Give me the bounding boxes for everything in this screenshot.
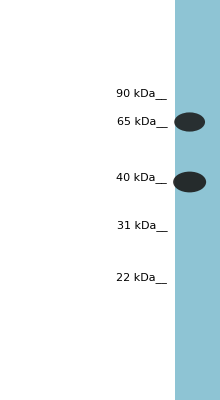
Text: 65 kDa__: 65 kDa__ xyxy=(117,116,167,128)
Text: 31 kDa__: 31 kDa__ xyxy=(117,220,167,232)
Text: 22 kDa__: 22 kDa__ xyxy=(116,272,167,284)
Ellipse shape xyxy=(173,172,206,192)
Ellipse shape xyxy=(174,112,205,132)
Text: 90 kDa__: 90 kDa__ xyxy=(116,88,167,100)
Bar xyxy=(175,0,220,400)
Text: 40 kDa__: 40 kDa__ xyxy=(116,172,167,184)
